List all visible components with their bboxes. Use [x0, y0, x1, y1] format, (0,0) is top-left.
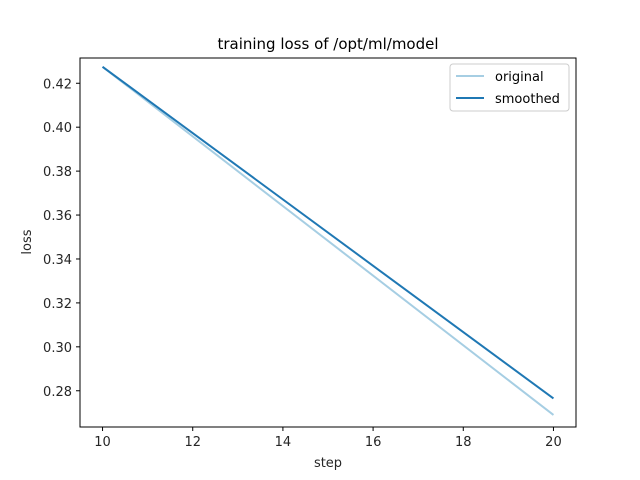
- y-tick-label: 0.38: [43, 165, 72, 180]
- x-axis: 10 12 14 16 18 20: [94, 427, 562, 450]
- y-tick-label: 0.36: [43, 209, 72, 224]
- legend-label-original: original: [495, 70, 544, 85]
- chart-title: training loss of /opt/ml/model: [217, 35, 438, 53]
- y-axis-label: loss: [20, 229, 35, 254]
- y-tick-label: 0.30: [43, 341, 72, 356]
- y-tick-label: 0.28: [43, 385, 72, 400]
- legend-label-smoothed: smoothed: [495, 92, 560, 107]
- x-tick-label: 16: [365, 435, 382, 450]
- y-tick-label: 0.42: [43, 77, 72, 92]
- x-tick-label: 18: [455, 435, 472, 450]
- plot-area: [101, 65, 555, 416]
- y-axis: 0.28 0.30 0.32 0.34 0.36 0.38 0.40 0.42: [43, 77, 80, 400]
- x-axis-label: step: [314, 456, 342, 471]
- axes-frame: [79, 57, 577, 428]
- x-tick-label: 20: [545, 435, 562, 450]
- y-tick-label: 0.32: [43, 297, 72, 312]
- y-tick-label: 0.40: [43, 121, 72, 136]
- x-tick-label: 12: [184, 435, 201, 450]
- x-tick-label: 10: [94, 435, 111, 450]
- series-line-smoothed: [101, 65, 555, 400]
- series-line-original: [101, 65, 555, 416]
- legend: original smoothed: [449, 63, 570, 112]
- x-tick-label: 14: [275, 435, 292, 450]
- y-tick-label: 0.34: [43, 253, 72, 268]
